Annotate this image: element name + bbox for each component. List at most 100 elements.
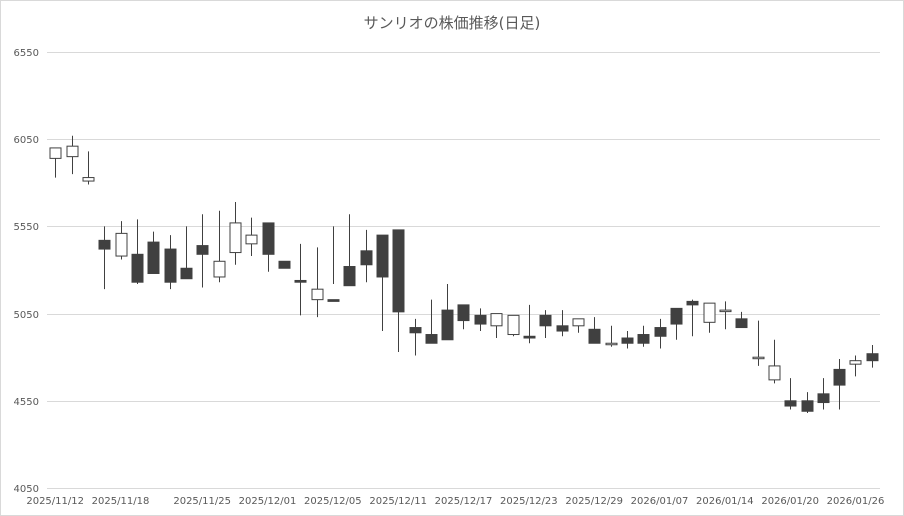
candle [262, 222, 275, 272]
candles-layer [49, 135, 879, 414]
candle-body-up [82, 177, 95, 182]
candle-body-down [686, 300, 699, 306]
x-tick-label: 2026/01/14 [696, 496, 754, 507]
x-tick-label: 2026/01/20 [761, 496, 819, 507]
chart-title: サンリオの株価推移(日足) [363, 14, 541, 32]
candle-body-down [654, 327, 667, 337]
candle-body-down [735, 318, 748, 329]
candle-body-down [801, 400, 814, 412]
candle [425, 299, 438, 344]
x-tick-label: 2025/12/29 [565, 496, 623, 507]
candle-body-up [245, 234, 258, 245]
candle-body-up [490, 313, 503, 327]
x-tick-label: 2025/11/12 [26, 496, 84, 507]
candle-body-down [196, 245, 209, 255]
candle [213, 210, 226, 283]
candle [605, 325, 618, 347]
candle [539, 310, 552, 339]
candle-body-down [343, 266, 356, 287]
candle-body-up [311, 288, 324, 301]
candle [131, 219, 144, 284]
candle-body-up [752, 356, 765, 360]
candle [670, 307, 683, 340]
candle [66, 135, 79, 175]
x-tick-label: 2026/01/26 [827, 496, 885, 507]
candle-body-down [278, 260, 291, 269]
candle-body-up [849, 360, 862, 365]
candle [294, 243, 307, 316]
candle-body-down [670, 307, 683, 325]
x-tick-label: 2025/12/11 [369, 496, 427, 507]
candle-body-down [392, 229, 405, 313]
candle [866, 344, 879, 368]
candle [801, 392, 814, 414]
candle [360, 229, 373, 283]
candle-body-down [164, 248, 177, 283]
candle [474, 308, 487, 332]
candle [115, 221, 128, 260]
candle-body-up [115, 232, 128, 257]
candle [196, 214, 209, 288]
candle-body-down [147, 241, 160, 274]
candle-body-down [376, 234, 389, 278]
candle [784, 378, 797, 410]
candle-body-down [539, 314, 552, 327]
x-tick-label: 2025/12/23 [500, 496, 558, 507]
candle-body-down [180, 267, 193, 280]
candle [49, 147, 62, 178]
candle-body-down [98, 239, 111, 250]
y-tick-label: 6550 [14, 48, 39, 59]
candle-body-down [833, 368, 846, 386]
candle [588, 317, 601, 344]
candle [164, 235, 177, 290]
candle [849, 355, 862, 377]
candle-body-down [327, 299, 340, 302]
candle-body-up [507, 314, 520, 336]
candle-body-down [866, 353, 879, 362]
candle [703, 302, 716, 333]
candle-body-down [131, 253, 144, 283]
candle [654, 318, 667, 349]
candle-body-up [229, 222, 242, 254]
candle [180, 226, 193, 280]
candle [392, 229, 405, 352]
candle [409, 318, 422, 356]
candle [278, 260, 291, 269]
candle [490, 313, 503, 339]
x-axis-labels: 2025/11/12 2025/11/18 2025/11/25 2025/12/01… [26, 496, 884, 507]
candle-body-down [294, 279, 307, 283]
candle [441, 283, 454, 341]
candle [833, 358, 846, 410]
y-tick-label: 4550 [14, 397, 39, 408]
candle-body-down [262, 222, 275, 255]
candle-body-up [768, 365, 781, 381]
candle [523, 304, 536, 344]
candle-body-up [49, 147, 62, 159]
candle [719, 301, 732, 330]
y-tick-label: 5050 [14, 310, 39, 321]
candle [311, 247, 324, 318]
candle-body-down [409, 327, 422, 334]
candle-body-up [572, 318, 585, 327]
candle [376, 234, 389, 332]
candle [572, 318, 585, 333]
y-axis-labels: 4050 4550 5050 5550 6050 6550 [14, 48, 39, 495]
candle [556, 310, 569, 337]
candle-body-down [588, 328, 601, 344]
candle [245, 217, 258, 257]
x-tick-label: 2025/12/01 [239, 496, 297, 507]
candle [637, 325, 650, 347]
candle-body-down [457, 304, 470, 322]
candle-body-down [441, 309, 454, 341]
candle [752, 320, 765, 366]
candle-body-up [213, 260, 226, 278]
candle [457, 304, 470, 330]
x-tick-label: 2025/12/05 [304, 496, 362, 507]
candle-body-down [621, 337, 634, 344]
candle-body-down [817, 393, 830, 404]
candle [768, 339, 781, 384]
candle-body-down [474, 314, 487, 325]
candle [82, 151, 95, 185]
candle [817, 378, 830, 410]
